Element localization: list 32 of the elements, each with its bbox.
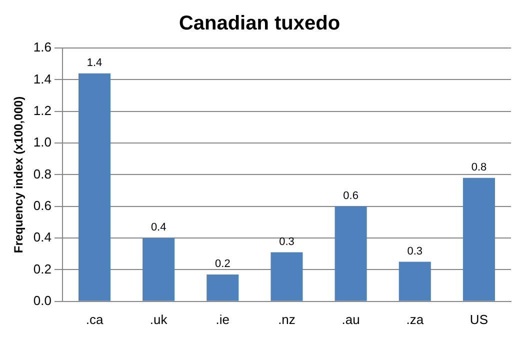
data-label: 0.2 bbox=[215, 258, 230, 270]
y-tick-label: 1.0 bbox=[33, 134, 52, 150]
y-tick-label: 1.4 bbox=[33, 71, 52, 86]
x-tick-label: .za bbox=[406, 312, 424, 327]
x-tick-label: US bbox=[470, 312, 488, 327]
y-tick-label: 0.6 bbox=[33, 198, 52, 213]
y-tick-label: 0.0 bbox=[33, 292, 52, 308]
data-label: 0.4 bbox=[150, 222, 166, 234]
data-label: 0.3 bbox=[279, 236, 294, 248]
y-tick-label: 1.2 bbox=[33, 102, 52, 118]
x-tick-label: .uk bbox=[150, 312, 168, 327]
bar bbox=[462, 178, 495, 301]
data-label: 0.3 bbox=[407, 245, 423, 258]
data-label: 0.8 bbox=[471, 161, 487, 174]
x-tick-label: .au bbox=[342, 312, 360, 327]
y-axis-title: Frequency index (x100,000) bbox=[12, 96, 26, 254]
bar bbox=[398, 262, 431, 301]
bar bbox=[142, 238, 175, 301]
y-tick-label: 0.8 bbox=[33, 166, 52, 182]
x-tick-label: .ca bbox=[86, 312, 104, 327]
bar bbox=[334, 206, 367, 301]
bar bbox=[206, 274, 239, 301]
data-label: 1.4 bbox=[86, 56, 102, 69]
y-tick-label: 0.4 bbox=[33, 230, 52, 245]
data-label: 0.6 bbox=[343, 190, 358, 202]
y-tick-label: 1.6 bbox=[33, 40, 52, 55]
y-tick-label: 0.2 bbox=[33, 261, 52, 276]
x-tick-label: .nz bbox=[278, 312, 296, 327]
chart-title: Canadian tuxedo bbox=[178, 12, 340, 35]
x-tick-label: .ie bbox=[216, 312, 230, 327]
bar bbox=[270, 252, 303, 301]
bar bbox=[78, 73, 111, 301]
